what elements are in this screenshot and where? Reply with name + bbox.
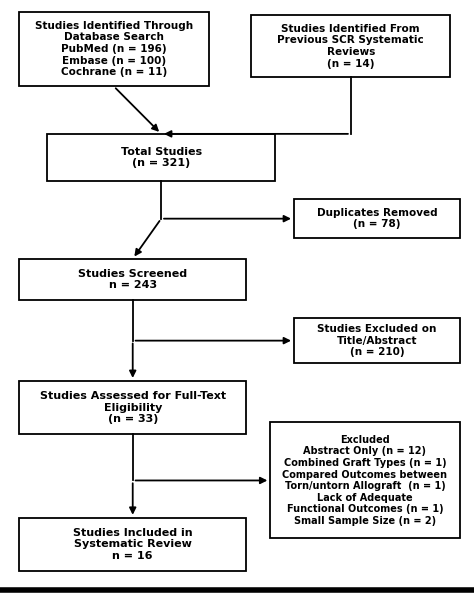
FancyBboxPatch shape <box>19 518 246 571</box>
Text: Excluded
Abstract Only (n = 12)
Combined Graft Types (n = 1)
Compared Outcomes b: Excluded Abstract Only (n = 12) Combined… <box>283 435 447 526</box>
Text: Total Studies
(n = 321): Total Studies (n = 321) <box>120 147 202 168</box>
Text: Studies Identified From
Previous SCR Systematic
Reviews
(n = 14): Studies Identified From Previous SCR Sys… <box>277 24 424 68</box>
Text: Duplicates Removed
(n = 78): Duplicates Removed (n = 78) <box>317 208 437 230</box>
Text: Studies Excluded on
Title/Abstract
(n = 210): Studies Excluded on Title/Abstract (n = … <box>317 324 437 357</box>
Text: Studies Screened
n = 243: Studies Screened n = 243 <box>78 269 187 290</box>
Text: Studies Identified Through
Database Search
PubMed (n = 196)
Embase (n = 100)
Coc: Studies Identified Through Database Sear… <box>35 21 193 77</box>
FancyBboxPatch shape <box>19 12 209 86</box>
FancyBboxPatch shape <box>47 134 275 181</box>
FancyBboxPatch shape <box>19 381 246 434</box>
FancyBboxPatch shape <box>294 318 460 363</box>
FancyBboxPatch shape <box>19 259 246 300</box>
FancyBboxPatch shape <box>294 199 460 238</box>
Text: Studies Assessed for Full-Text
Eligibility
(n = 33): Studies Assessed for Full-Text Eligibili… <box>40 391 226 424</box>
FancyBboxPatch shape <box>251 15 450 77</box>
FancyBboxPatch shape <box>270 422 460 538</box>
Text: Studies Included in
Systematic Review
n = 16: Studies Included in Systematic Review n … <box>73 528 192 561</box>
